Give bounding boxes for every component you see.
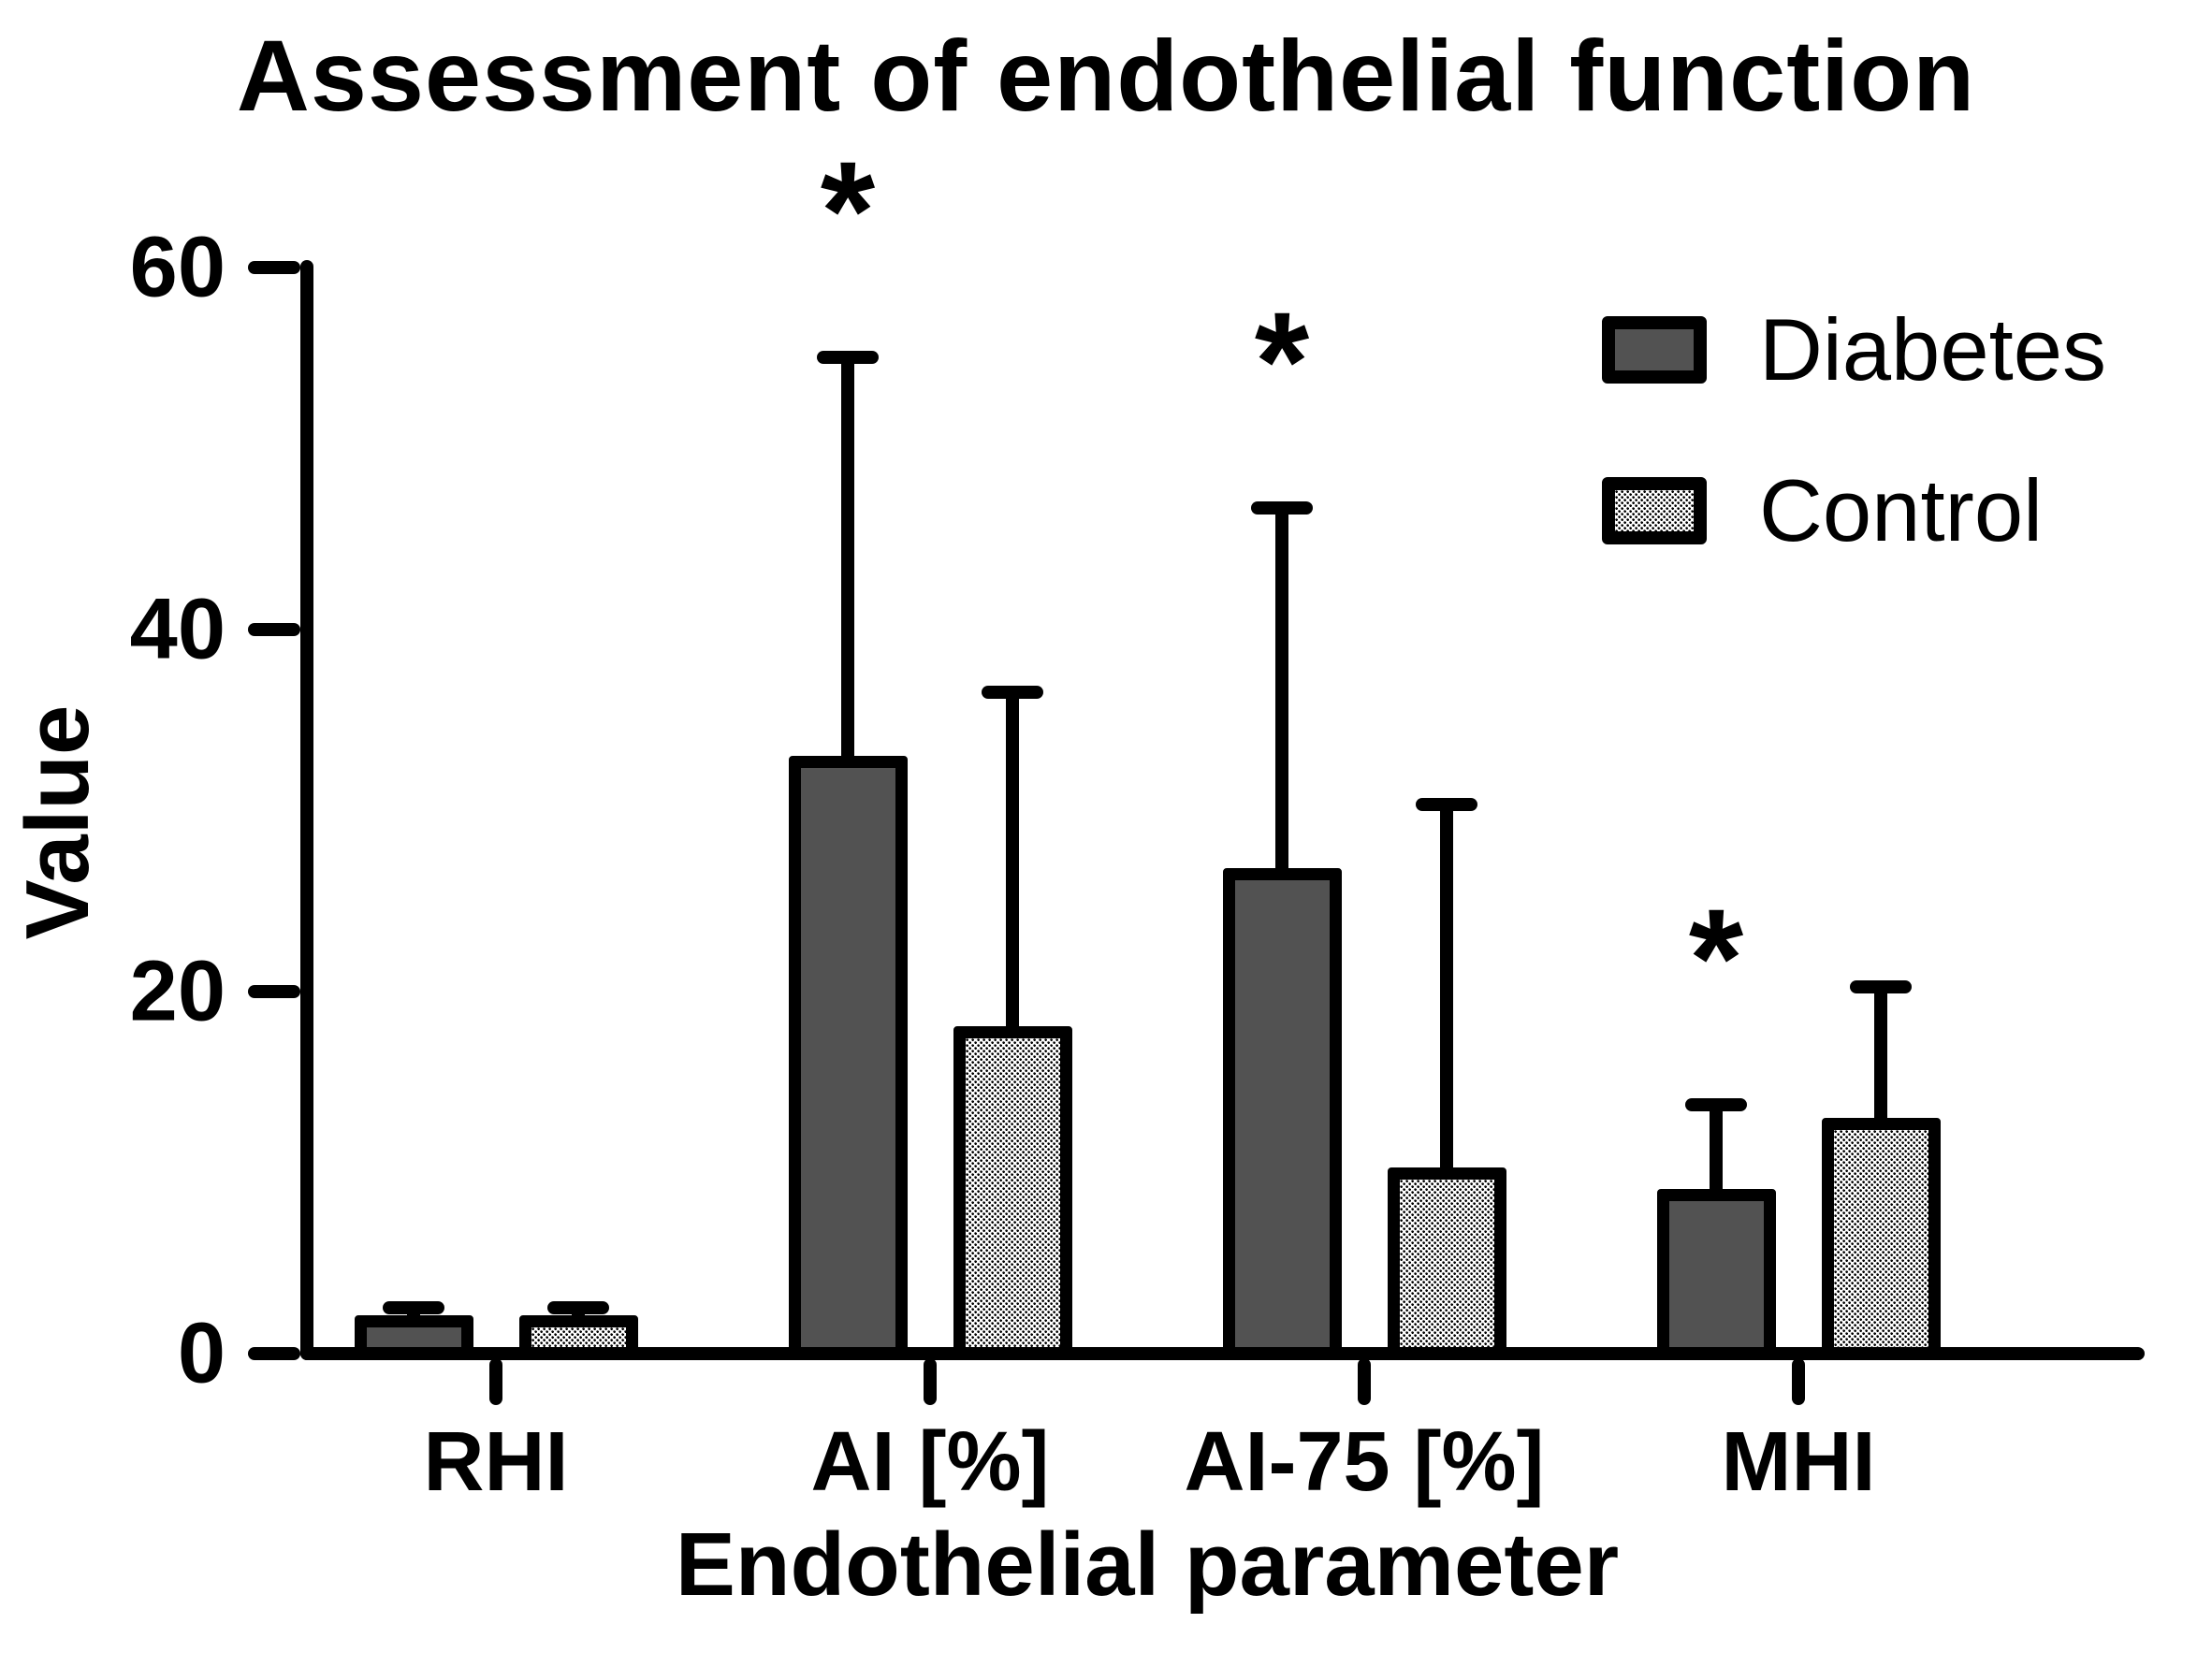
- y-tick-label: 20: [129, 943, 226, 1039]
- error-bar-cap: [1251, 500, 1313, 515]
- bar-control-rhi: [518, 1315, 638, 1359]
- chart-title: Assessment of endothelial function: [236, 19, 1976, 132]
- x-tick-label: MHI: [1721, 1415, 1876, 1509]
- error-bar-cap: [547, 1300, 609, 1314]
- error-bar-cap: [383, 1300, 444, 1314]
- legend-item-diabetes: Diabetes: [1602, 299, 2106, 400]
- error-bar-stem: [1710, 1098, 1723, 1196]
- error-bar-stem: [1874, 980, 1887, 1126]
- bar-diabetes-ai75: [1222, 868, 1342, 1359]
- x-tick: [1792, 1358, 1805, 1405]
- control-swatch-icon: [1602, 477, 1707, 544]
- bar-diabetes-rhi: [354, 1315, 473, 1359]
- diabetes-swatch-icon: [1602, 316, 1707, 384]
- legend-item-control: Control: [1602, 460, 2106, 561]
- bar-diabetes-ai: [788, 756, 908, 1359]
- y-tick: [248, 1347, 300, 1360]
- x-tick: [1358, 1358, 1371, 1405]
- x-tick: [924, 1358, 937, 1405]
- y-tick-label: 40: [129, 581, 226, 677]
- x-tick-label: AI [%]: [810, 1415, 1050, 1509]
- bar-diabetes-mhi: [1656, 1188, 1776, 1359]
- legend-label-diabetes: Diabetes: [1759, 300, 2106, 399]
- x-axis-label: Endothelial parameter: [675, 1515, 1620, 1615]
- error-bar-cap: [1416, 797, 1477, 811]
- y-tick: [248, 261, 300, 274]
- significance-asterisk: *: [820, 132, 876, 289]
- bar-control-ai: [953, 1025, 1072, 1359]
- y-tick: [248, 623, 300, 636]
- error-bar-cap: [1850, 980, 1912, 994]
- x-tick-label: RHI: [423, 1415, 569, 1509]
- x-tick-label: AI-75 [%]: [1184, 1415, 1545, 1509]
- y-tick: [248, 985, 300, 998]
- legend-label-control: Control: [1759, 461, 2044, 559]
- bar-control-mhi: [1821, 1118, 1941, 1359]
- legend: Diabetes Control: [1602, 299, 2106, 621]
- significance-asterisk: *: [1254, 282, 1310, 440]
- error-bar-stem: [1275, 500, 1288, 877]
- error-bar-stem: [1006, 685, 1019, 1034]
- error-bar-cap: [817, 351, 879, 364]
- y-tick-label: 60: [129, 219, 226, 315]
- error-bar-stem: [1440, 797, 1453, 1175]
- y-tick-label: 0: [177, 1305, 226, 1401]
- y-axis-line: [300, 260, 313, 1360]
- error-bar-cap: [1685, 1098, 1747, 1112]
- error-bar-cap: [982, 685, 1043, 699]
- bar-control-ai75: [1387, 1167, 1506, 1359]
- significance-asterisk: *: [1688, 879, 1744, 1037]
- x-tick: [489, 1358, 502, 1405]
- error-bar-stem: [841, 351, 854, 764]
